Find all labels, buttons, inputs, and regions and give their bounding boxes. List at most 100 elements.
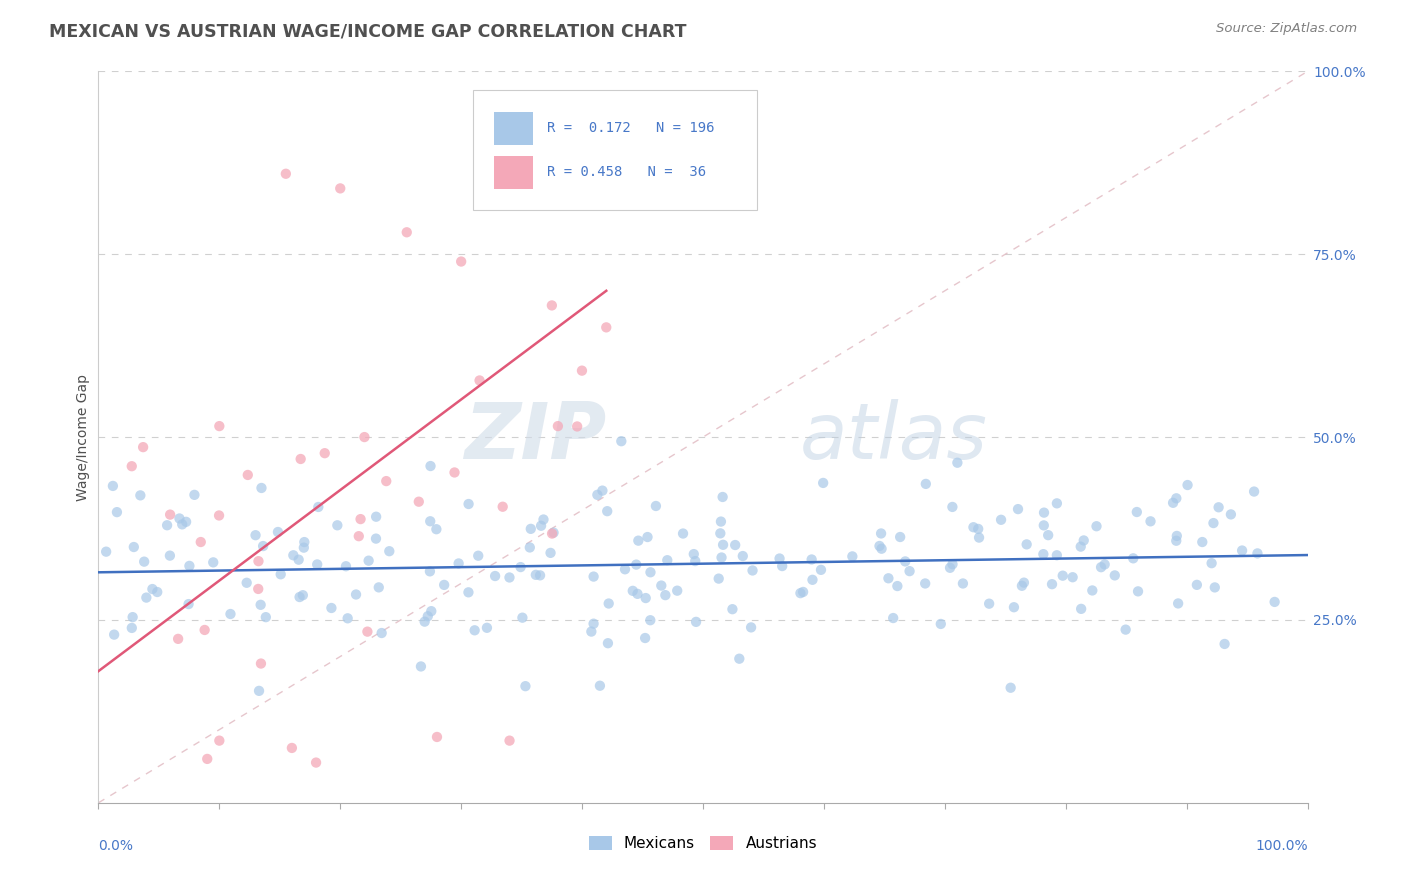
Point xyxy=(419,565,441,579)
Point xyxy=(208,419,231,434)
Point xyxy=(235,575,257,590)
Point xyxy=(357,554,380,568)
Point xyxy=(281,740,304,755)
Point xyxy=(571,364,593,378)
Point xyxy=(941,500,963,514)
Point xyxy=(247,582,270,596)
Point xyxy=(529,568,551,582)
Point xyxy=(1208,500,1230,515)
Text: ZIP: ZIP xyxy=(464,399,606,475)
Point xyxy=(1264,595,1286,609)
Point xyxy=(1046,548,1069,562)
Point xyxy=(433,578,456,592)
Point xyxy=(177,597,200,611)
Point xyxy=(621,583,644,598)
Point xyxy=(94,544,117,558)
Point xyxy=(1177,478,1199,492)
Point xyxy=(1219,508,1241,522)
Point xyxy=(121,621,143,635)
Point xyxy=(672,526,695,541)
Point xyxy=(800,552,823,566)
Point xyxy=(290,452,312,467)
Point xyxy=(450,254,472,268)
Point xyxy=(283,549,305,563)
Point xyxy=(288,590,311,604)
Point xyxy=(979,597,1001,611)
Point xyxy=(870,526,893,541)
Point xyxy=(741,564,763,578)
Point xyxy=(683,554,706,568)
Point xyxy=(135,591,157,605)
Point xyxy=(208,508,231,523)
Point xyxy=(889,530,911,544)
Point xyxy=(395,225,418,239)
Point xyxy=(1094,558,1116,572)
Point xyxy=(886,579,908,593)
Point xyxy=(711,538,734,552)
Point xyxy=(627,533,650,548)
Point xyxy=(1126,584,1149,599)
Point xyxy=(447,557,470,571)
Point xyxy=(172,517,194,532)
Point xyxy=(101,479,124,493)
Point xyxy=(194,623,217,637)
Point xyxy=(768,551,790,566)
Point xyxy=(1062,570,1084,584)
Point xyxy=(731,549,754,563)
Point xyxy=(467,549,489,563)
Point xyxy=(1012,575,1035,590)
Point xyxy=(236,467,259,482)
Point xyxy=(789,586,811,600)
Point xyxy=(1015,537,1038,551)
Point xyxy=(179,558,201,573)
Point xyxy=(1167,597,1189,611)
Point xyxy=(1204,581,1226,595)
Point xyxy=(707,572,730,586)
Point xyxy=(1243,484,1265,499)
Point xyxy=(589,679,612,693)
Point xyxy=(591,483,613,498)
Point xyxy=(634,591,657,605)
Point xyxy=(1230,543,1253,558)
Point xyxy=(353,430,375,444)
Point xyxy=(509,560,531,574)
Text: MEXICAN VS AUSTRIAN WAGE/INCOME GAP CORRELATION CHART: MEXICAN VS AUSTRIAN WAGE/INCOME GAP CORR… xyxy=(49,22,686,40)
Point xyxy=(1166,533,1188,548)
Point xyxy=(792,585,814,599)
Point xyxy=(409,659,432,673)
Point xyxy=(596,636,619,650)
Point xyxy=(326,518,349,533)
Point xyxy=(1246,546,1268,560)
Point xyxy=(710,550,733,565)
Point xyxy=(519,541,541,555)
Point xyxy=(596,504,619,518)
Point xyxy=(541,526,564,541)
Point xyxy=(582,616,605,631)
Point xyxy=(307,500,329,514)
Point xyxy=(740,620,762,634)
Point xyxy=(305,756,328,770)
Point xyxy=(457,497,479,511)
Point xyxy=(1201,556,1223,570)
Point xyxy=(1032,518,1054,533)
Point xyxy=(530,518,553,533)
Point xyxy=(1122,551,1144,566)
Point xyxy=(515,679,537,693)
Point xyxy=(728,651,751,665)
Point xyxy=(349,512,371,526)
Point xyxy=(1070,540,1092,554)
Point xyxy=(1000,681,1022,695)
Point xyxy=(657,553,679,567)
Point xyxy=(121,610,143,624)
Point xyxy=(770,559,793,574)
Point xyxy=(364,532,387,546)
Point xyxy=(1032,547,1054,561)
Point xyxy=(408,494,430,508)
Point xyxy=(1073,533,1095,548)
Point xyxy=(1104,568,1126,582)
Point xyxy=(219,607,242,621)
Point xyxy=(645,499,668,513)
Point xyxy=(967,522,990,536)
Point xyxy=(543,525,565,540)
Point xyxy=(724,538,747,552)
